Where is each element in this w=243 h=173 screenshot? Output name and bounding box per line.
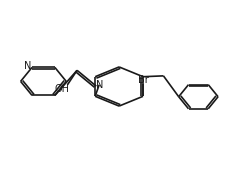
- Text: Br: Br: [138, 75, 148, 85]
- Text: N: N: [96, 80, 104, 90]
- Text: N: N: [24, 61, 31, 71]
- Text: OH: OH: [55, 84, 70, 94]
